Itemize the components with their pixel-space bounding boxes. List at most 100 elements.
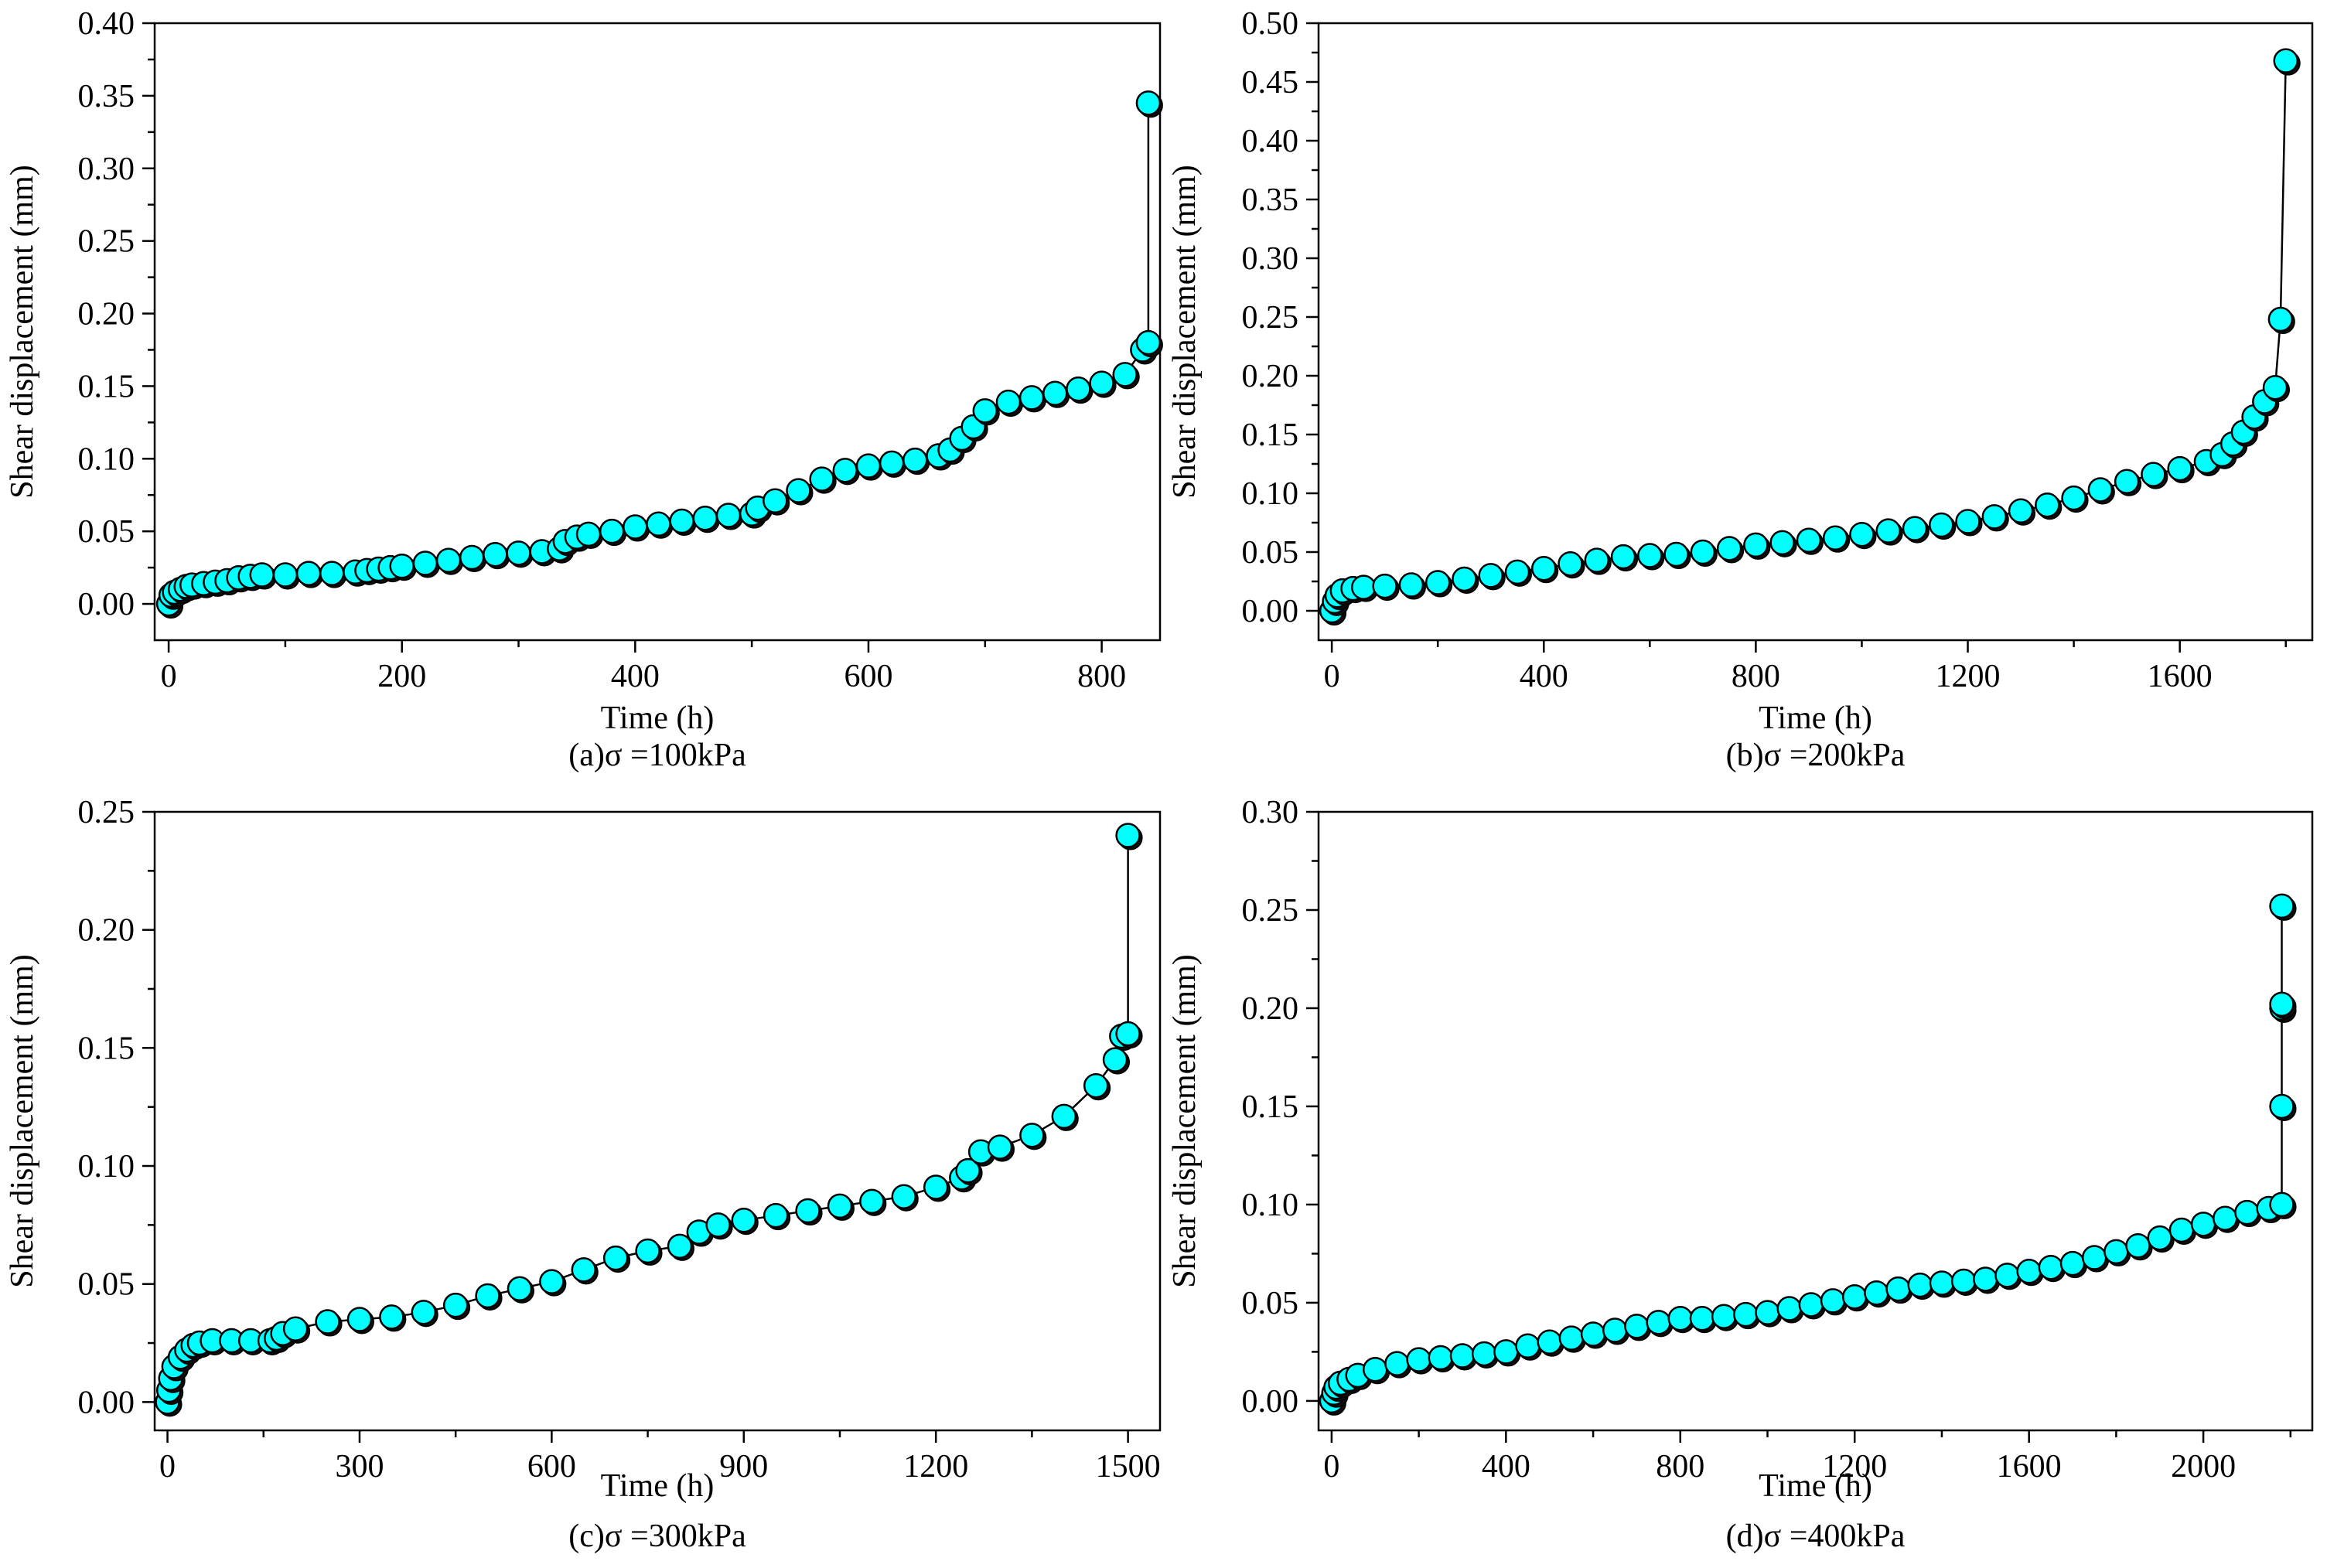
data-point	[2190, 1212, 2216, 1237]
data-point	[669, 508, 694, 534]
data-point	[827, 1193, 853, 1219]
data-point	[319, 561, 345, 586]
y-tick-label: 0.15	[78, 1031, 135, 1066]
data-point	[2125, 1233, 2151, 1259]
panel-caption: (d)σ =400kPa	[1726, 1519, 1906, 1554]
data-point	[483, 541, 508, 568]
data-point	[1667, 1305, 1694, 1331]
data-point	[1820, 1288, 1846, 1314]
data-point	[282, 1316, 309, 1341]
data-point	[1689, 1305, 1715, 1331]
data-point	[412, 551, 438, 576]
panel-caption: (c)σ =300kPa	[568, 1519, 746, 1554]
data-point	[1019, 1123, 1045, 1148]
data-point	[2234, 1199, 2260, 1225]
data-point	[272, 562, 299, 588]
y-tick-label: 0.30	[1242, 241, 1299, 277]
data-point	[1018, 385, 1045, 411]
data-point	[715, 503, 742, 528]
data-point	[1733, 1301, 1759, 1328]
data-point	[599, 518, 625, 544]
x-tick-label: 0	[161, 659, 177, 694]
y-tick-label: 0.35	[78, 79, 135, 114]
data-point	[2016, 1259, 2042, 1284]
data-point	[1504, 559, 1530, 585]
x-tick-label: 900	[719, 1449, 768, 1484]
series-line	[166, 835, 1129, 1403]
data-point	[923, 1174, 949, 1200]
data-point	[692, 506, 718, 531]
x-tick-label: 0	[1323, 1449, 1339, 1484]
x-tick-label: 400	[611, 659, 660, 694]
data-point	[1711, 1304, 1737, 1329]
data-point	[1885, 1276, 1911, 1302]
x-axis-label: Time (h)	[601, 700, 715, 736]
x-tick-label: 0	[1324, 659, 1340, 694]
y-axis-label: Shear displacement (mm)	[5, 165, 40, 499]
data-point	[1089, 370, 1114, 396]
plot-frame	[1317, 22, 2314, 642]
data-point	[1929, 1270, 1955, 1296]
data-point	[1955, 509, 1981, 534]
y-tick-label: 0.15	[1242, 1089, 1299, 1125]
x-tick-label: 1200	[903, 1449, 968, 1484]
data-point	[1769, 530, 1795, 556]
data-point	[2114, 469, 2140, 495]
data-point	[2168, 1217, 2195, 1243]
x-axis-label: Time (h)	[1759, 1468, 1872, 1504]
data-point	[1363, 1357, 1388, 1382]
data-point	[1384, 1351, 1410, 1376]
y-tick-label: 0.05	[78, 514, 135, 550]
data-point	[1743, 532, 1769, 558]
data-point	[1646, 1310, 1671, 1335]
x-tick-label: 300	[335, 1449, 384, 1484]
data-point	[955, 1157, 981, 1184]
data-point	[459, 544, 485, 571]
data-point	[1994, 1263, 2020, 1288]
data-point	[2061, 485, 2086, 511]
data-point	[1112, 362, 1138, 387]
x-axis-label: Time (h)	[601, 1468, 715, 1504]
data-point	[2081, 1245, 2107, 1270]
y-tick-label: 0.45	[1242, 65, 1299, 101]
data-point	[1776, 1296, 1802, 1321]
x-tick-label: 800	[1732, 659, 1780, 694]
x-tick-label: 1600	[1997, 1449, 2062, 1484]
panel-d: 0 400 800 1200 1600 2000 0.00 0.05 0.10 0.15 0.20 0…	[1167, 795, 2314, 1554]
y-tick-label: 0.50	[1242, 6, 1299, 42]
y-tick-label: 0.05	[1242, 1286, 1299, 1321]
y-tick-label: 0.30	[1242, 795, 1299, 830]
y-tick-label: 0.00	[78, 587, 135, 622]
y-tick-label: 0.35	[1242, 182, 1299, 218]
panel-caption: (a)σ =100kPa	[568, 738, 746, 773]
data-point	[855, 453, 882, 479]
data-point	[2262, 374, 2288, 401]
panel-a: 0 200 400 600 800 0.00 0.05 0.10 0.15 0.20 0.25 0.3…	[5, 6, 1163, 773]
y-tick-label: 0.05	[78, 1267, 135, 1303]
x-tick-label: 600	[527, 1449, 576, 1484]
data-point	[705, 1212, 731, 1238]
plot-frame	[153, 22, 1162, 642]
data-point	[1471, 1341, 1497, 1367]
data-point	[2104, 1239, 2129, 1265]
data-point	[475, 1283, 500, 1309]
x-tick-label: 200	[377, 659, 426, 694]
x-tick-label: 0	[159, 1449, 176, 1484]
data-point	[1102, 1047, 1128, 1072]
x-tick-label: 400	[1520, 659, 1568, 694]
data-point	[1755, 1300, 1780, 1325]
data-point	[506, 540, 531, 566]
x-tick-label: 800	[1656, 1449, 1704, 1484]
plot-frame	[1317, 810, 2314, 1432]
x-tick-label: 1500	[1096, 1449, 1161, 1484]
data-point	[646, 511, 671, 537]
data-point	[1624, 1314, 1650, 1339]
data-point	[1822, 525, 1848, 551]
y-tick-label: 0.25	[78, 224, 135, 260]
x-tick-label: 1600	[2148, 659, 2213, 694]
data-point	[602, 1245, 629, 1271]
data-point	[786, 478, 811, 503]
data-point	[1849, 521, 1875, 547]
data-point	[879, 450, 905, 476]
